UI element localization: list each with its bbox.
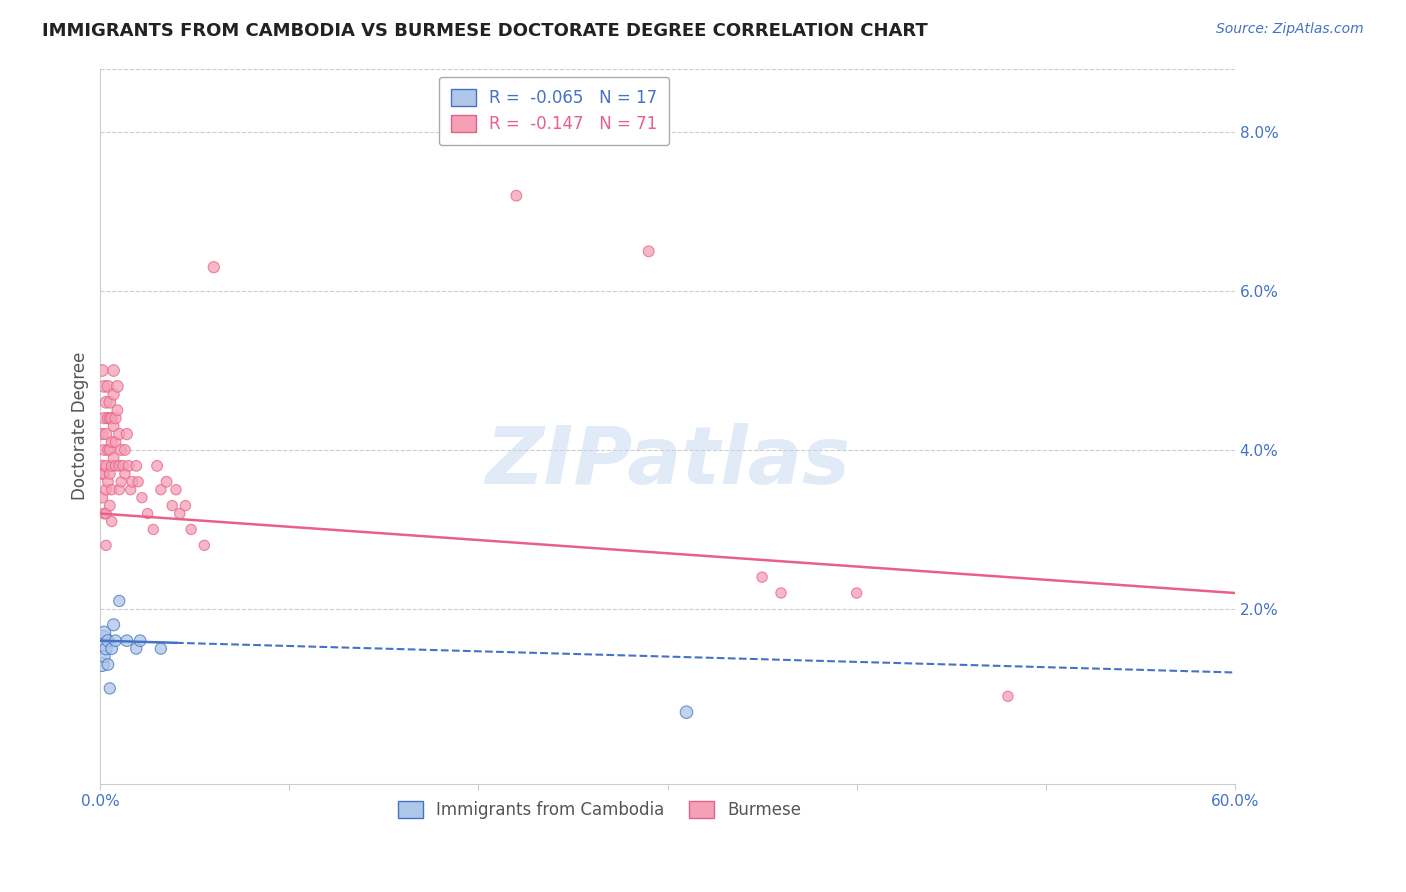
Point <box>93 411 115 425</box>
Point <box>97 475 120 489</box>
Point <box>174 499 197 513</box>
Point <box>180 523 202 537</box>
Point <box>94 395 117 409</box>
Point <box>105 379 128 393</box>
Point <box>98 395 121 409</box>
Point <box>97 657 120 672</box>
Point <box>149 641 172 656</box>
Point <box>129 633 152 648</box>
Text: IMMIGRANTS FROM CAMBODIA VS BURMESE DOCTORATE DEGREE CORRELATION CHART: IMMIGRANTS FROM CAMBODIA VS BURMESE DOCT… <box>42 22 928 40</box>
Point <box>93 379 115 393</box>
Point <box>93 625 115 640</box>
Point <box>94 427 117 442</box>
Point <box>91 633 114 648</box>
Point <box>142 523 165 537</box>
Point <box>93 467 115 481</box>
Point <box>114 442 136 457</box>
Point <box>118 458 141 473</box>
Point <box>100 435 122 450</box>
Point <box>94 483 117 497</box>
Point <box>94 458 117 473</box>
Point <box>91 427 114 442</box>
Point <box>97 442 120 457</box>
Point <box>98 411 121 425</box>
Point <box>108 458 131 473</box>
Point <box>845 586 868 600</box>
Point <box>146 458 169 473</box>
Point <box>104 411 127 425</box>
Point <box>127 475 149 489</box>
Point <box>637 244 659 259</box>
Point <box>100 411 122 425</box>
Point <box>91 467 114 481</box>
Point <box>97 379 120 393</box>
Point <box>93 442 115 457</box>
Point <box>103 387 125 401</box>
Point <box>108 483 131 497</box>
Point <box>104 458 127 473</box>
Point <box>100 483 122 497</box>
Point <box>103 617 125 632</box>
Point <box>997 690 1019 704</box>
Point <box>136 507 159 521</box>
Text: Source: ZipAtlas.com: Source: ZipAtlas.com <box>1216 22 1364 37</box>
Point <box>202 260 225 275</box>
Point <box>155 475 177 489</box>
Point <box>93 649 115 664</box>
Point <box>93 507 115 521</box>
Point <box>751 570 773 584</box>
Point <box>112 458 135 473</box>
Point <box>103 419 125 434</box>
Point <box>105 403 128 417</box>
Point <box>100 515 122 529</box>
Point <box>98 499 121 513</box>
Point <box>505 188 527 202</box>
Point <box>91 458 114 473</box>
Point <box>97 411 120 425</box>
Point <box>98 681 121 696</box>
Point <box>110 475 132 489</box>
Point <box>115 633 138 648</box>
Point <box>110 442 132 457</box>
Point <box>675 705 697 719</box>
Point <box>165 483 187 497</box>
Point <box>125 458 148 473</box>
Point <box>100 641 122 656</box>
Point <box>169 507 191 521</box>
Point <box>104 435 127 450</box>
Point <box>769 586 792 600</box>
Point <box>91 491 114 505</box>
Point <box>98 467 121 481</box>
Point <box>108 427 131 442</box>
Point <box>149 483 172 497</box>
Point <box>91 363 114 377</box>
Point <box>160 499 183 513</box>
Point <box>98 442 121 457</box>
Point <box>100 458 122 473</box>
Point <box>114 467 136 481</box>
Point <box>125 641 148 656</box>
Point <box>115 427 138 442</box>
Text: ZIPatlas: ZIPatlas <box>485 423 851 501</box>
Point <box>120 483 142 497</box>
Point <box>193 538 215 552</box>
Point <box>94 507 117 521</box>
Point <box>131 491 153 505</box>
Point <box>104 633 127 648</box>
Point <box>91 657 114 672</box>
Point <box>103 363 125 377</box>
Point <box>103 450 125 465</box>
Point <box>108 594 131 608</box>
Point <box>94 538 117 552</box>
Point <box>97 633 120 648</box>
Y-axis label: Doctorate Degree: Doctorate Degree <box>72 352 89 500</box>
Point <box>121 475 143 489</box>
Point <box>94 641 117 656</box>
Legend: Immigrants from Cambodia, Burmese: Immigrants from Cambodia, Burmese <box>391 794 808 825</box>
